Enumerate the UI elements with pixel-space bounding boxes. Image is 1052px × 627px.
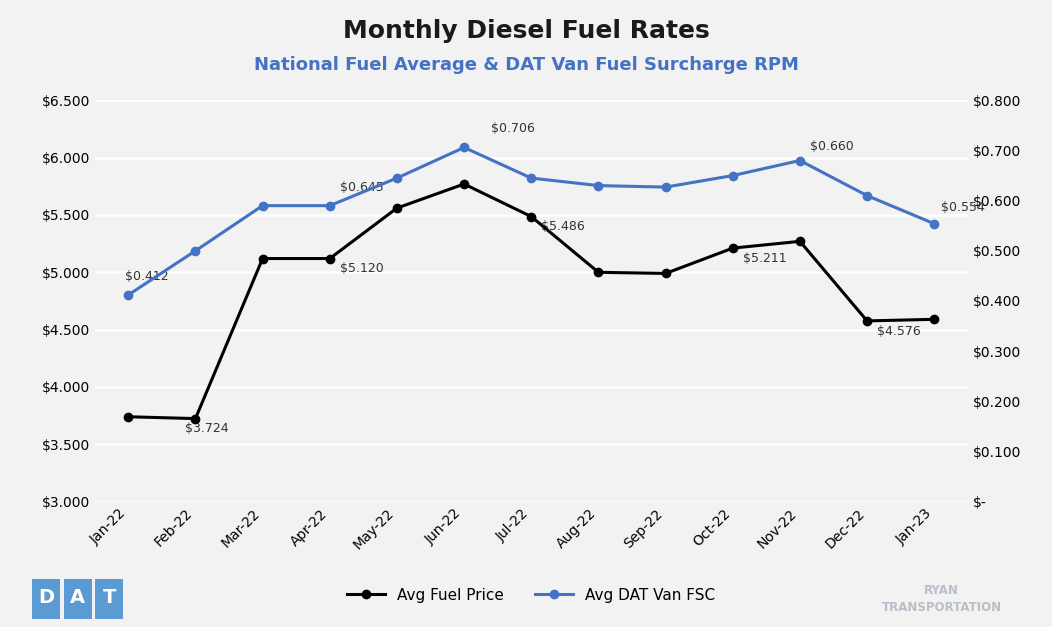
Avg DAT Van FSC bbox=[122, 291, 135, 298]
FancyBboxPatch shape bbox=[64, 579, 92, 618]
Text: $0.660: $0.660 bbox=[810, 140, 854, 154]
Avg Fuel Price bbox=[122, 413, 135, 421]
Avg DAT Van FSC bbox=[928, 220, 940, 228]
Text: RYAN
TRANSPORTATION: RYAN TRANSPORTATION bbox=[882, 584, 1002, 614]
Avg DAT Van FSC bbox=[323, 202, 336, 209]
Avg Fuel Price bbox=[390, 204, 403, 212]
Avg DAT Van FSC bbox=[525, 174, 538, 182]
Text: D: D bbox=[38, 588, 54, 608]
Avg DAT Van FSC bbox=[592, 182, 605, 189]
Avg Fuel Price bbox=[525, 213, 538, 220]
Avg Fuel Price bbox=[793, 238, 806, 245]
Avg DAT Van FSC bbox=[189, 247, 202, 255]
Text: $0.645: $0.645 bbox=[340, 181, 384, 194]
Line: Avg DAT Van FSC: Avg DAT Van FSC bbox=[124, 144, 938, 299]
Text: National Fuel Average & DAT Van Fuel Surcharge RPM: National Fuel Average & DAT Van Fuel Sur… bbox=[254, 56, 798, 75]
Avg Fuel Price bbox=[861, 317, 873, 325]
Text: $5.486: $5.486 bbox=[542, 220, 585, 233]
Text: $0.554: $0.554 bbox=[940, 201, 985, 214]
Avg DAT Van FSC bbox=[861, 192, 873, 199]
Text: $5.120: $5.120 bbox=[340, 262, 384, 275]
Legend: Avg Fuel Price, Avg DAT Van FSC: Avg Fuel Price, Avg DAT Van FSC bbox=[341, 581, 722, 609]
Avg DAT Van FSC bbox=[727, 172, 740, 179]
Text: Monthly Diesel Fuel Rates: Monthly Diesel Fuel Rates bbox=[343, 19, 709, 43]
Text: $0.412: $0.412 bbox=[125, 270, 168, 283]
Avg DAT Van FSC bbox=[793, 157, 806, 164]
FancyBboxPatch shape bbox=[96, 579, 123, 618]
Avg Fuel Price bbox=[257, 255, 269, 262]
Text: A: A bbox=[70, 588, 85, 608]
Avg Fuel Price bbox=[323, 255, 336, 262]
Avg Fuel Price bbox=[660, 270, 672, 277]
Avg Fuel Price bbox=[727, 245, 740, 252]
Avg DAT Van FSC bbox=[257, 202, 269, 209]
Avg DAT Van FSC bbox=[390, 174, 403, 182]
Avg DAT Van FSC bbox=[660, 183, 672, 191]
Text: $3.724: $3.724 bbox=[185, 423, 229, 435]
Text: $4.576: $4.576 bbox=[877, 325, 920, 338]
Avg DAT Van FSC bbox=[458, 144, 470, 151]
Line: Avg Fuel Price: Avg Fuel Price bbox=[124, 180, 938, 423]
Avg Fuel Price bbox=[928, 315, 940, 323]
Avg Fuel Price bbox=[189, 415, 202, 423]
Text: $0.706: $0.706 bbox=[491, 122, 534, 135]
Text: T: T bbox=[102, 588, 116, 608]
Text: $5.211: $5.211 bbox=[743, 252, 787, 265]
Avg Fuel Price bbox=[592, 268, 605, 276]
FancyBboxPatch shape bbox=[33, 579, 60, 618]
Avg Fuel Price bbox=[458, 180, 470, 187]
